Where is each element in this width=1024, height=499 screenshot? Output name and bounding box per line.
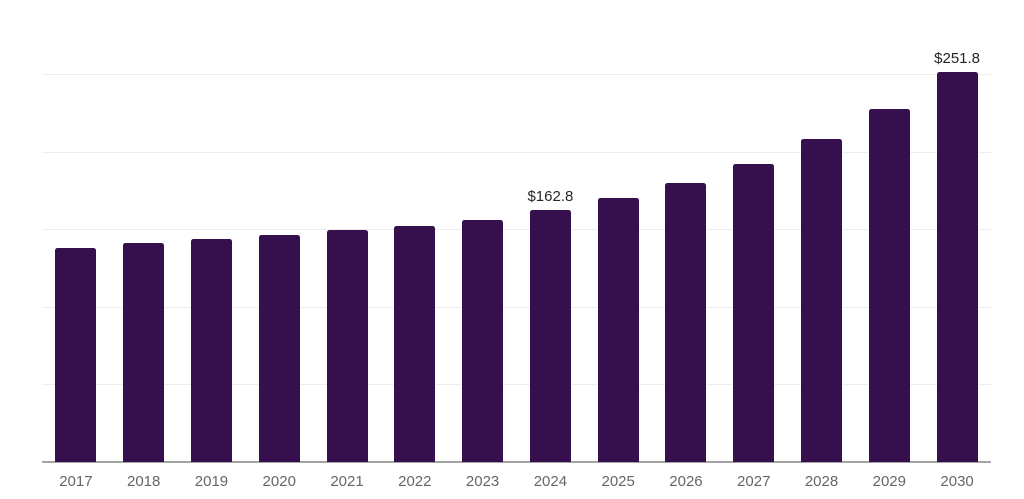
x-tick-label-2029: 2029: [872, 473, 906, 490]
gridline-150: [42, 229, 991, 230]
gridline-200: [42, 151, 991, 153]
bar-2024: [529, 209, 571, 462]
bar-2026: [665, 182, 707, 462]
bar-2025: [597, 198, 639, 462]
x-tick-label-2018: 2018: [126, 473, 161, 490]
x-tick-label-2020: 2020: [262, 473, 296, 490]
x-tick-label-2030: 2030: [940, 473, 974, 490]
x-tick-label-2022: 2022: [398, 473, 432, 490]
x-tick-label-2021: 2021: [330, 473, 364, 490]
bar-2023: [462, 220, 504, 462]
bar-2029: [868, 109, 910, 462]
x-axis-line: [42, 461, 991, 463]
bar-2021: [326, 230, 368, 462]
bar-2028: [801, 138, 843, 462]
bar-2018: [123, 243, 165, 462]
x-tick-label-2025: 2025: [601, 473, 635, 490]
x-tick-label-2027: 2027: [737, 473, 771, 490]
gridline-50: [42, 384, 991, 385]
gridline-250: [42, 74, 991, 75]
bar-2030: [936, 71, 978, 462]
x-tick-label-2017: 2017: [59, 473, 93, 490]
data-label-2030: $251.8: [934, 49, 981, 67]
data-label-2024: $162.8: [527, 187, 574, 205]
x-tick-label-2026: 2026: [669, 473, 703, 490]
x-tick-label-2023: 2023: [465, 473, 500, 490]
x-tick-label-2028: 2028: [804, 473, 839, 490]
x-tick-label-2019: 2019: [194, 473, 229, 490]
x-tick-label-2024: 2024: [533, 473, 568, 490]
gridline-100: [42, 306, 991, 308]
plot-area: $162.8 $251.8: [42, 0, 991, 463]
bar-2019: [190, 239, 232, 462]
bar-2027: [733, 163, 775, 462]
bar-2022: [394, 225, 436, 462]
bar-2020: [258, 235, 300, 462]
bar-2017: [55, 248, 97, 462]
